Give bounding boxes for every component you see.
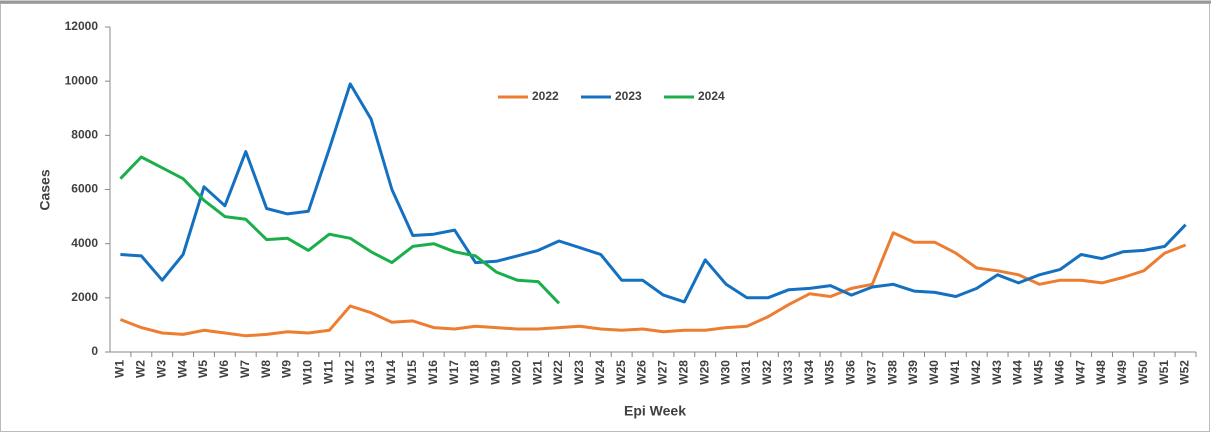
- x-tick-label: W5: [196, 360, 210, 378]
- series-line: [119, 155, 561, 305]
- x-tick-label: W11: [321, 360, 335, 384]
- x-tick-label: W22: [551, 360, 565, 385]
- x-tick-label: W35: [823, 360, 837, 385]
- x-tick-label: W8: [259, 360, 273, 378]
- x-tick-label: W52: [1178, 360, 1192, 385]
- x-tick-label: W2: [133, 360, 147, 378]
- legend-label: 2022: [532, 89, 559, 103]
- x-tick-label: W23: [572, 360, 586, 385]
- x-tick-label: W3: [154, 360, 168, 378]
- x-tick-label: W13: [363, 360, 377, 385]
- x-tick-label: W49: [1115, 360, 1129, 385]
- x-tick-label: W29: [697, 360, 711, 385]
- y-tick-label: 12000: [65, 19, 99, 33]
- x-tick-label: W39: [906, 360, 920, 385]
- x-tick-label: W10: [301, 360, 315, 385]
- x-tick-label: W37: [864, 360, 878, 385]
- frame: [0, 3, 1210, 432]
- y-axis-title: Cases: [37, 169, 53, 210]
- y-tick-label: 8000: [71, 128, 98, 142]
- x-tick-label: W6: [217, 360, 231, 378]
- series-line: [119, 231, 1187, 338]
- x-tick-label: W14: [384, 360, 398, 385]
- x-tick-label: W33: [781, 360, 795, 385]
- x-tick-label: W40: [927, 360, 941, 385]
- x-tick-label: W46: [1052, 360, 1066, 385]
- x-tick-label: W36: [844, 360, 858, 385]
- x-tick-label: W43: [990, 360, 1004, 385]
- series-line: [120, 82, 1187, 304]
- x-tick-label: W26: [635, 360, 649, 385]
- x-tick-label: W28: [676, 360, 690, 385]
- x-tick-label: W42: [969, 360, 983, 385]
- y-tick-label: 6000: [71, 182, 98, 196]
- x-tick-label: W45: [1032, 360, 1046, 385]
- x-tick-label: W9: [280, 360, 294, 378]
- x-tick-label: W12: [342, 360, 356, 385]
- x-axis-title: Epi Week: [624, 403, 686, 419]
- legend-label: 2024: [698, 89, 725, 103]
- x-tick-label: W50: [1136, 360, 1150, 385]
- x-tick-label: W32: [760, 360, 774, 385]
- x-tick-label: W16: [426, 360, 440, 385]
- x-tick-label: W19: [489, 360, 503, 385]
- x-tick-label: W24: [593, 360, 607, 385]
- x-tick-label: W44: [1011, 360, 1025, 385]
- x-tick-label: W20: [509, 360, 523, 385]
- x-tick-label: W18: [468, 360, 482, 385]
- x-tick-label: W38: [885, 360, 899, 385]
- x-tick-label: W4: [175, 360, 189, 378]
- x-tick-label: W1: [113, 360, 127, 378]
- y-tick-label: 10000: [65, 73, 99, 87]
- x-tick-label: W7: [238, 360, 252, 378]
- x-tick-label: W34: [802, 360, 816, 385]
- x-tick-label: W17: [447, 360, 461, 385]
- y-tick-label: 2000: [71, 290, 98, 304]
- y-tick-label: 0: [91, 344, 98, 358]
- x-tick-label: W21: [530, 360, 544, 385]
- x-tick-label: W48: [1094, 360, 1108, 385]
- x-tick-label: W15: [405, 360, 419, 385]
- x-tick-label: W41: [948, 360, 962, 385]
- x-tick-label: W31: [739, 360, 753, 385]
- x-tick-label: W25: [614, 360, 628, 385]
- x-tick-label: W47: [1073, 360, 1087, 385]
- y-tick-label: 4000: [71, 236, 98, 250]
- x-tick-label: W51: [1157, 360, 1171, 385]
- x-tick-label: W27: [656, 360, 670, 385]
- x-tick-label: W30: [718, 360, 732, 385]
- legend-label: 2023: [615, 89, 642, 103]
